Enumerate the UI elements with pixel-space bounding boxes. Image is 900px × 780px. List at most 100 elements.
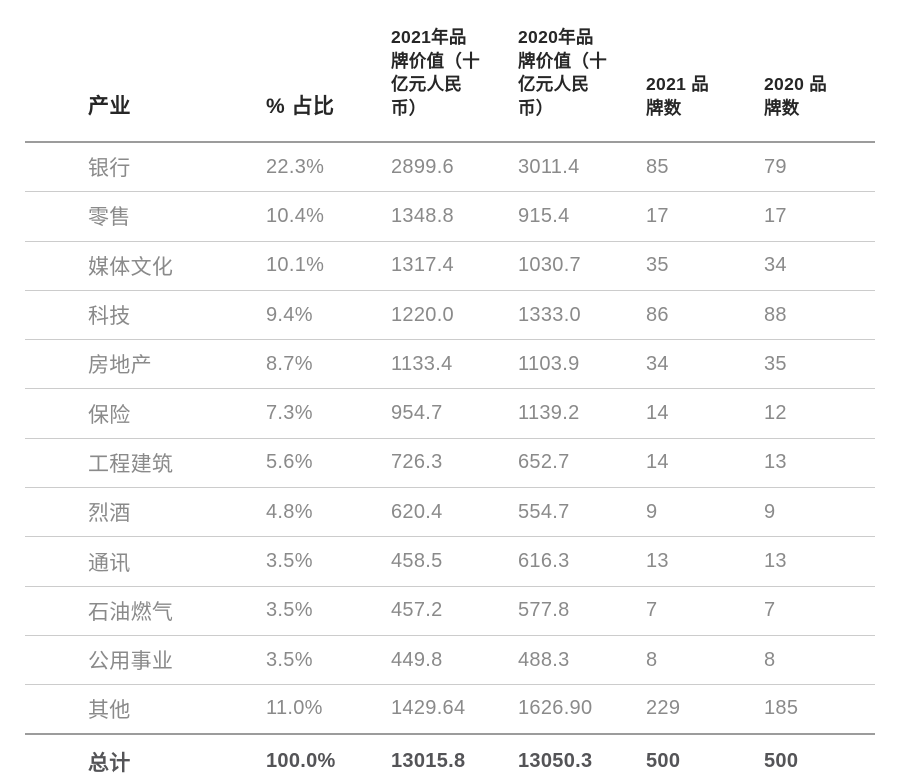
cell-brand-value-2021: 1133.4	[391, 352, 453, 375]
cell-industry: 零售	[88, 206, 131, 230]
cell-industry: 石油燃气	[88, 600, 174, 624]
dot-cell	[25, 158, 88, 176]
cell-share: 5.6%	[266, 451, 313, 474]
total-brand-value-2020: 13050.3	[518, 750, 593, 773]
cell-brand-count-2021: 229	[646, 697, 681, 720]
table-row: 石油燃气 3.5% 457.2 577.8 7 7	[25, 587, 875, 636]
dot-cell	[25, 207, 88, 225]
table-row: 保险 7.3% 954.7 1139.2 14 12	[25, 389, 875, 439]
dot-cell	[25, 306, 88, 324]
cell-brand-count-2020: 7	[764, 599, 776, 622]
table-body: 银行 22.3% 2899.6 3011.4 85 79 零售 10.4% 13…	[25, 143, 875, 735]
cell-brand-count-2021: 9	[646, 500, 658, 523]
dot-cell	[25, 503, 88, 521]
table-row: 零售 10.4% 1348.8 915.4 17 17	[25, 192, 875, 242]
cell-brand-value-2021: 458.5	[391, 550, 443, 573]
cell-industry: 通讯	[88, 551, 131, 575]
dot-cell	[25, 553, 88, 571]
dot-cell	[25, 602, 88, 620]
dot-cell	[25, 700, 88, 718]
table-row: 通讯 3.5% 458.5 616.3 13 13	[25, 537, 875, 587]
table-row: 公用事业 3.5% 449.8 488.3 8 8	[25, 636, 875, 686]
table-row: 银行 22.3% 2899.6 3011.4 85 79	[25, 143, 875, 193]
cell-industry: 工程建筑	[88, 452, 174, 476]
cell-brand-count-2021: 14	[646, 402, 669, 425]
cell-brand-value-2020: 488.3	[518, 648, 570, 671]
cell-brand-value-2020: 1139.2	[518, 402, 580, 425]
cell-brand-count-2020: 12	[764, 402, 787, 425]
industry-brand-value-table: 产业 % 占比 2021年品 牌价值（十 亿元人民 币） 2020年品 牌价值（…	[25, 0, 875, 780]
cell-industry: 公用事业	[88, 650, 174, 674]
cell-brand-count-2021: 7	[646, 599, 658, 622]
cell-brand-value-2020: 616.3	[518, 550, 570, 573]
header-brand-count-2021: 2021 品 牌数	[646, 74, 710, 118]
cell-industry: 银行	[88, 157, 131, 181]
total-brand-count-2021: 500	[646, 750, 681, 773]
dot-cell	[25, 257, 88, 275]
cell-brand-value-2020: 915.4	[518, 204, 570, 227]
cell-brand-value-2021: 2899.6	[391, 155, 454, 178]
cell-share: 7.3%	[266, 402, 313, 425]
cell-brand-count-2020: 35	[764, 352, 787, 375]
cell-share: 3.5%	[266, 550, 313, 573]
total-brand-value-2021: 13015.8	[391, 750, 466, 773]
cell-brand-value-2021: 954.7	[391, 402, 443, 425]
table-row: 工程建筑 5.6% 726.3 652.7 14 13	[25, 439, 875, 489]
dot-cell	[25, 355, 88, 373]
cell-share: 10.1%	[266, 254, 325, 277]
cell-brand-count-2020: 34	[764, 254, 787, 277]
cell-brand-count-2021: 14	[646, 451, 669, 474]
cell-brand-value-2020: 3011.4	[518, 155, 580, 178]
cell-brand-count-2020: 185	[764, 697, 799, 720]
cell-share: 4.8%	[266, 500, 313, 523]
cell-brand-count-2021: 85	[646, 155, 669, 178]
cell-brand-value-2020: 577.8	[518, 599, 570, 622]
cell-brand-count-2020: 9	[764, 500, 776, 523]
cell-brand-value-2021: 457.2	[391, 599, 443, 622]
cell-brand-value-2021: 1317.4	[391, 254, 454, 277]
cell-brand-count-2020: 17	[764, 204, 787, 227]
header-industry: 产业	[88, 95, 131, 118]
cell-brand-count-2021: 86	[646, 303, 669, 326]
cell-brand-value-2021: 726.3	[391, 451, 443, 474]
cell-brand-count-2020: 13	[764, 451, 787, 474]
table-row: 房地产 8.7% 1133.4 1103.9 34 35	[25, 340, 875, 390]
cell-industry: 科技	[88, 305, 131, 329]
cell-brand-count-2020: 79	[764, 155, 787, 178]
cell-industry: 房地产	[88, 354, 152, 378]
cell-industry: 媒体文化	[88, 255, 174, 279]
table-row: 媒体文化 10.1% 1317.4 1030.7 35 34	[25, 242, 875, 291]
dot-cell	[25, 454, 88, 472]
cell-brand-value-2020: 554.7	[518, 500, 570, 523]
total-share: 100.0%	[266, 750, 336, 773]
header-brand-value-2020: 2020年品 牌价值（十 亿元人民 币）	[518, 27, 607, 118]
cell-brand-value-2021: 1220.0	[391, 303, 454, 326]
header-share-percent: % 占比	[266, 95, 335, 118]
cell-brand-value-2020: 1333.0	[518, 303, 581, 326]
cell-brand-value-2020: 652.7	[518, 451, 570, 474]
cell-brand-count-2021: 8	[646, 648, 658, 671]
cell-brand-value-2021: 1429.64	[391, 697, 466, 720]
cell-brand-value-2021: 449.8	[391, 648, 443, 671]
header-brand-count-2020: 2020 品 牌数	[764, 74, 828, 118]
total-label: 总计	[88, 751, 131, 775]
cell-share: 9.4%	[266, 303, 313, 326]
cell-brand-value-2020: 1030.7	[518, 254, 581, 277]
cell-share: 22.3%	[266, 155, 325, 178]
cell-brand-count-2021: 13	[646, 550, 669, 573]
cell-share: 3.5%	[266, 599, 313, 622]
cell-brand-count-2020: 8	[764, 648, 776, 671]
cell-share: 8.7%	[266, 352, 313, 375]
cell-brand-count-2021: 34	[646, 352, 669, 375]
cell-brand-value-2021: 620.4	[391, 500, 443, 523]
dot-cell	[25, 405, 88, 423]
cell-industry: 烈酒	[88, 502, 131, 526]
table-row: 烈酒 4.8% 620.4 554.7 9 9	[25, 488, 875, 538]
cell-brand-value-2020: 1103.9	[518, 352, 580, 375]
cell-brand-count-2020: 88	[764, 303, 787, 326]
cell-share: 11.0%	[266, 697, 323, 720]
total-brand-count-2020: 500	[764, 750, 799, 773]
cell-share: 3.5%	[266, 648, 313, 671]
dot-cell	[25, 651, 88, 669]
